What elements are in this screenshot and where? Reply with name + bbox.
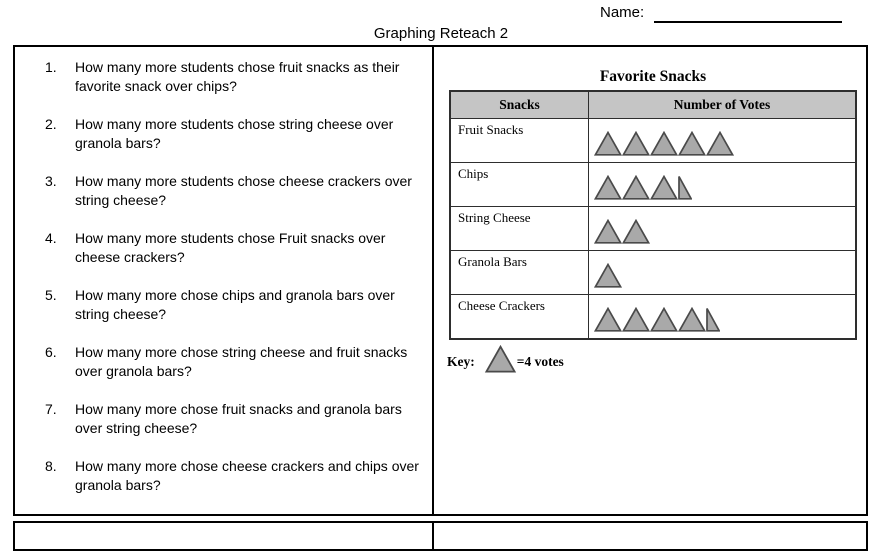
favorite-snacks-table: Snacks Number of Votes Fruit Snacks Chips… bbox=[449, 90, 857, 340]
questions-panel: 1. How many more students chose fruit sna… bbox=[15, 47, 434, 514]
votes-pictograph-cell bbox=[588, 118, 857, 163]
name-blank-line[interactable] bbox=[654, 4, 842, 23]
key-triangle-symbol bbox=[484, 345, 516, 373]
triangle-symbol bbox=[622, 307, 650, 332]
page-title: Graphing Reteach 2 bbox=[373, 25, 509, 42]
question-item: 5. How many more chose chips and granola … bbox=[45, 286, 432, 324]
votes-pictograph-cell bbox=[588, 206, 857, 251]
next-section-right-cell bbox=[434, 523, 866, 549]
chart-title: Favorite Snacks bbox=[599, 68, 707, 85]
question-text: How many more students chose string chee… bbox=[75, 116, 394, 151]
question-item: 1. How many more students chose fruit sna… bbox=[45, 58, 432, 96]
chart-key: Key: =4 votes bbox=[447, 345, 866, 373]
question-item: 2. How many more students chose string ch… bbox=[45, 115, 432, 153]
question-number: 7. bbox=[45, 401, 57, 417]
votes-pictograph-cell bbox=[588, 162, 857, 207]
next-section-left-cell bbox=[15, 523, 434, 549]
question-number: 4. bbox=[45, 230, 57, 246]
triangle-symbol bbox=[594, 307, 622, 332]
key-triangle-icon bbox=[484, 345, 517, 373]
question-number: 6. bbox=[45, 344, 57, 360]
votes-pictograph-cell bbox=[588, 250, 857, 295]
votes-pictograph-cell bbox=[588, 294, 857, 340]
half-triangle-symbol bbox=[706, 308, 720, 332]
snack-label-cell: Cheese Crackers bbox=[449, 294, 589, 340]
triangle-symbol bbox=[594, 263, 622, 288]
question-number: 3. bbox=[45, 173, 57, 189]
snack-label-cell: Chips bbox=[449, 162, 589, 207]
table-row: Cheese Crackers bbox=[449, 294, 857, 340]
question-item: 8. How many more chose cheese crackers an… bbox=[45, 457, 432, 495]
table-row: Fruit Snacks bbox=[449, 118, 857, 163]
question-item: 7. How many more chose fruit snacks and g… bbox=[45, 400, 432, 438]
triangle-symbol bbox=[622, 219, 650, 244]
triangle-symbol bbox=[594, 175, 622, 200]
question-text: How many more chose chips and granola ba… bbox=[75, 287, 395, 322]
table-row: Chips bbox=[449, 162, 857, 207]
question-item: 6. How many more chose string cheese and … bbox=[45, 343, 432, 381]
question-number: 8. bbox=[45, 458, 57, 474]
triangle-symbol bbox=[622, 175, 650, 200]
triangle-symbol bbox=[622, 131, 650, 156]
column-header-snacks: Snacks bbox=[449, 90, 589, 119]
triangle-symbol bbox=[678, 307, 706, 332]
question-text: How many more students chose cheese crac… bbox=[75, 173, 412, 208]
triangle-symbol bbox=[650, 175, 678, 200]
column-header-votes: Number of Votes bbox=[588, 90, 857, 119]
question-text: How many more chose cheese crackers and … bbox=[75, 458, 419, 493]
question-number: 2. bbox=[45, 116, 57, 132]
triangle-symbol bbox=[594, 131, 622, 156]
question-text: How many more chose fruit snacks and gra… bbox=[75, 401, 402, 436]
key-value-label: =4 votes bbox=[516, 354, 564, 369]
question-item: 3. How many more students chose cheese cr… bbox=[45, 172, 432, 210]
snack-label-cell: Fruit Snacks bbox=[449, 118, 589, 163]
triangle-symbol bbox=[594, 219, 622, 244]
worksheet-page: { "header": { "name_label": "Name:", "ti… bbox=[13, 4, 868, 551]
question-text: How many more students chose fruit snack… bbox=[75, 59, 400, 94]
snack-label-cell: String Cheese bbox=[449, 206, 589, 251]
table-row: Granola Bars bbox=[449, 250, 857, 295]
question-item: 4. How many more students chose Fruit sna… bbox=[45, 229, 432, 267]
half-triangle-symbol bbox=[678, 176, 692, 200]
question-text: How many more students chose Fruit snack… bbox=[75, 230, 386, 265]
next-section-box bbox=[13, 521, 868, 551]
triangle-symbol bbox=[706, 131, 734, 156]
key-label: Key: bbox=[447, 354, 475, 369]
question-text: How many more chose string cheese and fr… bbox=[75, 344, 408, 379]
triangle-symbol bbox=[678, 131, 706, 156]
name-label: Name: bbox=[600, 4, 645, 21]
snack-label-cell: Granola Bars bbox=[449, 250, 589, 295]
triangle-symbol bbox=[650, 131, 678, 156]
table-row: String Cheese bbox=[449, 206, 857, 251]
question-number: 1. bbox=[45, 59, 57, 75]
question-number: 5. bbox=[45, 287, 57, 303]
worksheet-main-box: 1. How many more students chose fruit sna… bbox=[13, 45, 868, 516]
table-header-row: Snacks Number of Votes bbox=[449, 90, 857, 119]
chart-panel: Favorite Snacks Snacks Number of Votes F… bbox=[434, 47, 866, 514]
triangle-symbol bbox=[650, 307, 678, 332]
